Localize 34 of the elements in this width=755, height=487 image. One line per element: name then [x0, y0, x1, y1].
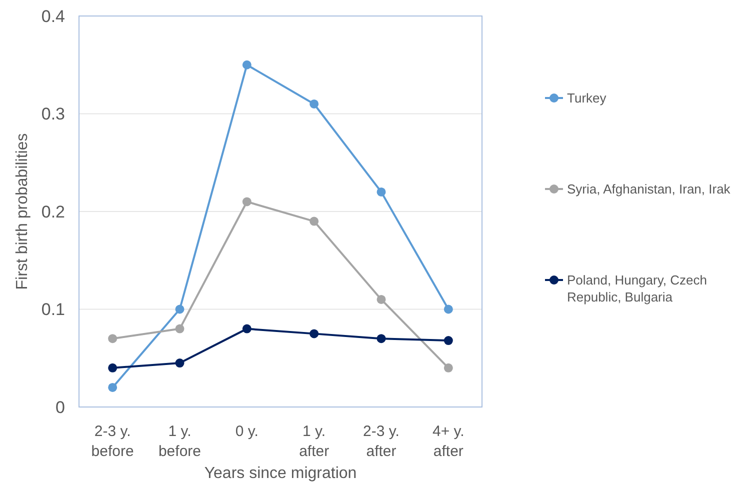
point	[242, 324, 252, 334]
y-tick-label: 0	[56, 398, 65, 417]
point	[310, 99, 319, 108]
x-tick-label: 4+ y. after	[432, 423, 464, 460]
legend-label: Syria, Afghanistan, Iran, Irak	[567, 182, 731, 197]
point	[175, 358, 184, 368]
y-tick-label: 0.2	[41, 202, 65, 222]
x-tick-label: 2-3 y. before	[91, 423, 134, 460]
point	[310, 329, 319, 338]
point	[310, 216, 319, 226]
point	[108, 382, 118, 392]
x-tick-label: 0 y.	[235, 423, 258, 440]
point	[242, 60, 252, 70]
x-tick-label: 2-3 y. after	[363, 423, 400, 460]
point	[108, 334, 118, 344]
y-axis-title: First birth probabilities	[14, 133, 31, 290]
point	[376, 187, 386, 196]
y-tick-label: 0.4	[41, 6, 65, 26]
point	[376, 334, 386, 344]
point	[175, 304, 184, 314]
x-tick-label: 1 y. before	[158, 423, 202, 460]
point	[444, 363, 453, 372]
y-tick-label: 0.1	[41, 300, 65, 320]
x-axis-title: Years since migration	[204, 465, 357, 482]
point	[444, 304, 453, 314]
x-tick-label: 1 y. after	[299, 423, 330, 460]
y-tick-label: 0.3	[41, 104, 65, 124]
point	[444, 336, 453, 346]
legend-label: Turkey	[567, 90, 607, 106]
point	[242, 197, 252, 206]
point	[376, 294, 386, 304]
point	[175, 324, 184, 334]
legend-label: Poland, Hungary, Czech Republic, Bulgaria	[567, 272, 707, 305]
point	[108, 363, 118, 372]
